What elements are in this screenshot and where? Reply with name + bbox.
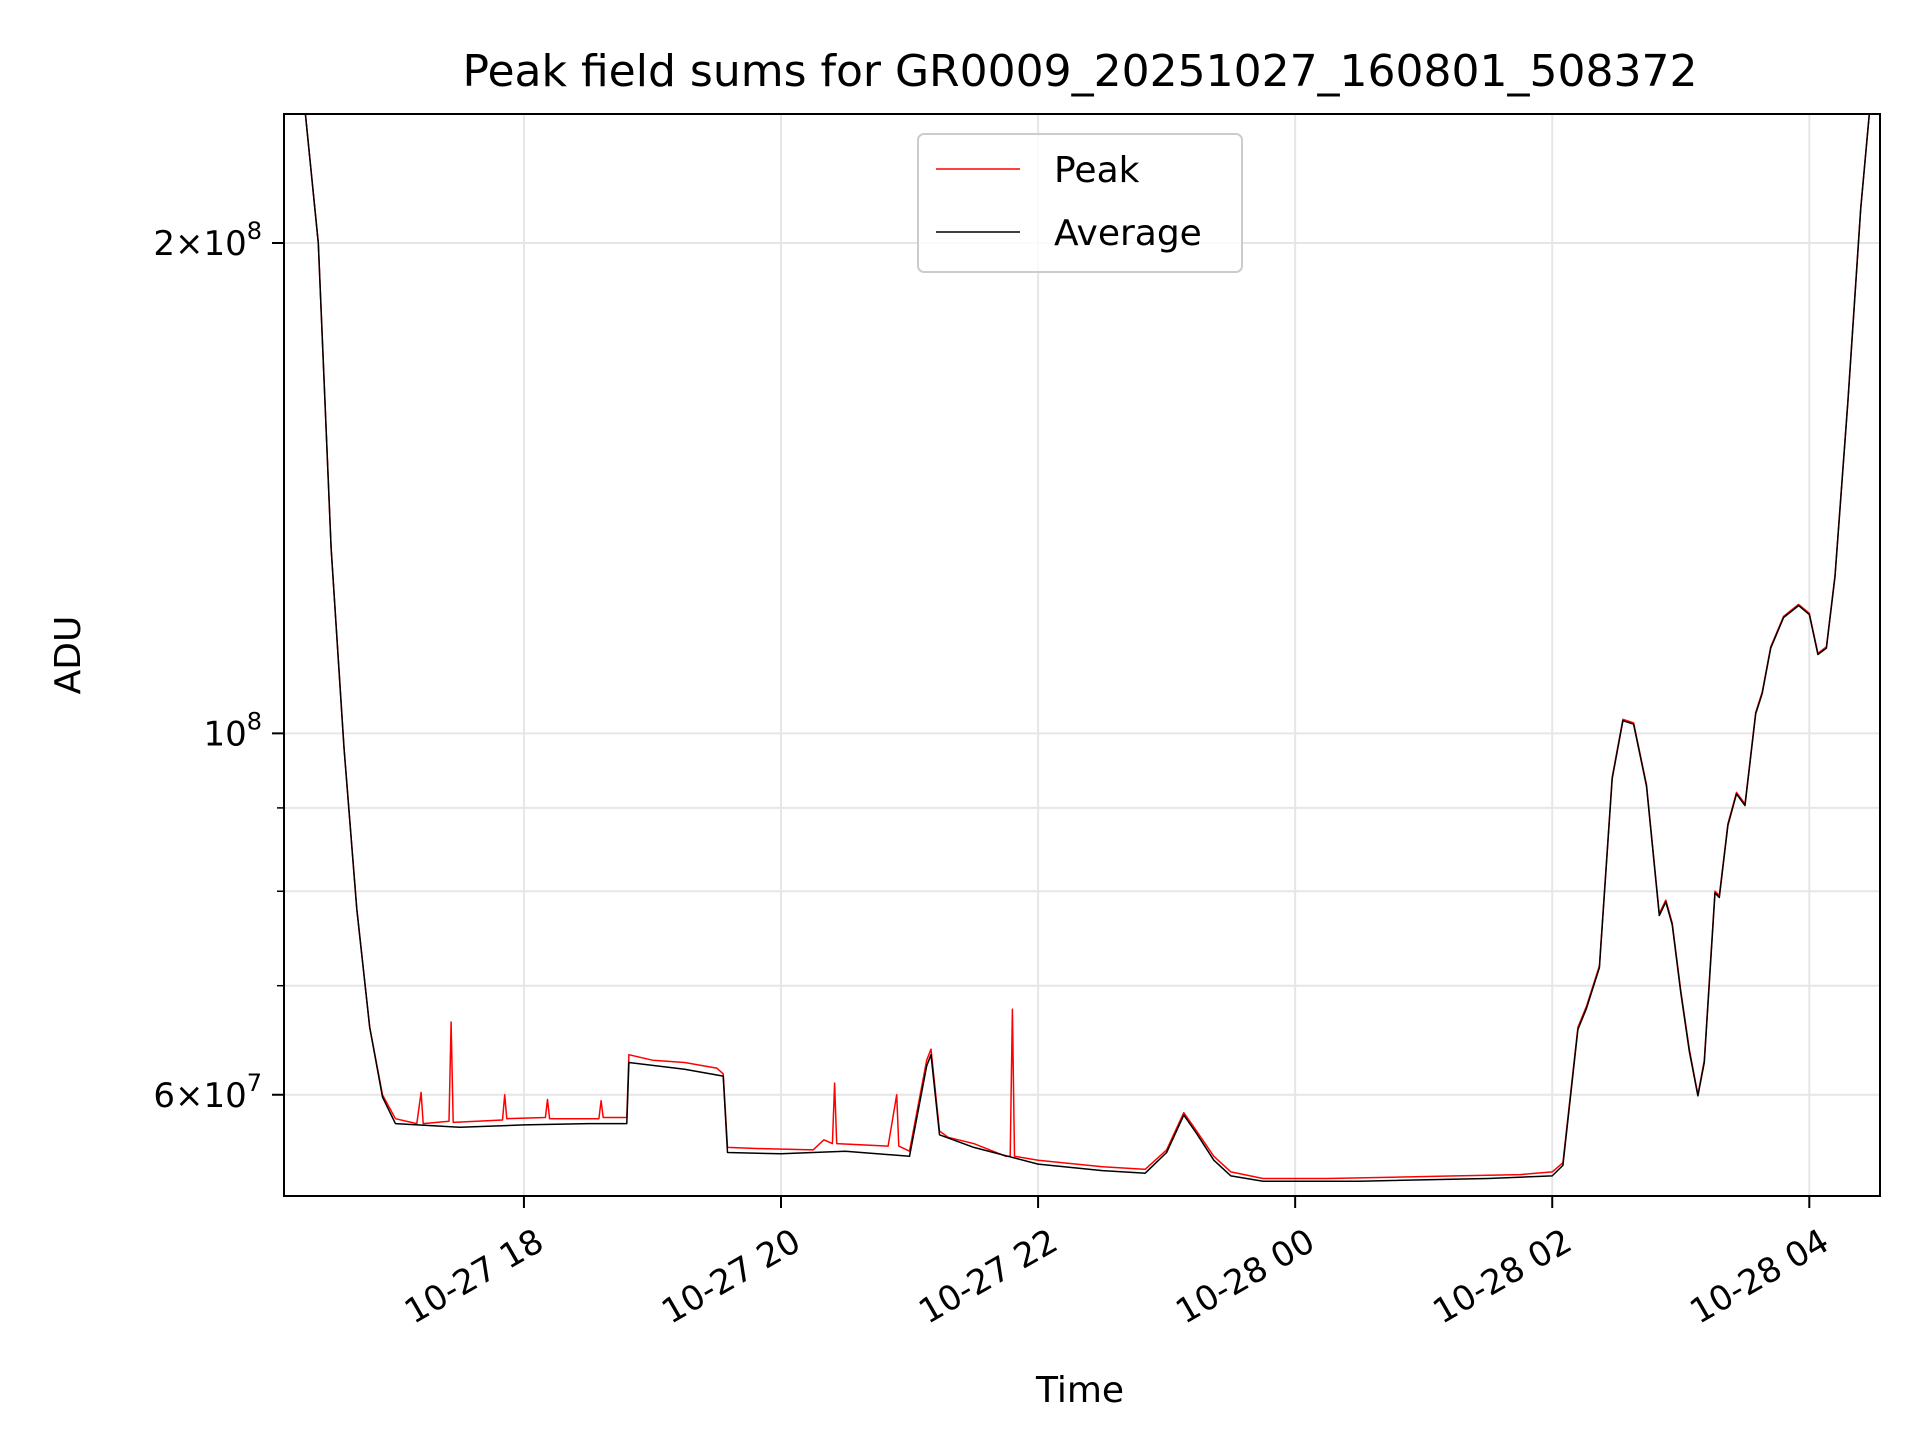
y-tick-label: 108 [203, 707, 262, 754]
series-line-average [284, 114, 1880, 1182]
y-tick-label: 6×107 [153, 1069, 262, 1116]
x-tick-label: 10-27 20 [655, 1221, 807, 1332]
x-tick-label: 10-27 22 [912, 1221, 1064, 1332]
series-layer [284, 114, 1880, 1182]
chart-title: Peak field sums for GR0009_20251027_1608… [463, 46, 1698, 97]
x-tick-label: 10-27 18 [398, 1221, 550, 1332]
plot-frame [283, 113, 1881, 1197]
x-tick-label: 10-28 00 [1169, 1221, 1321, 1332]
y-tick-label: 2×108 [153, 217, 262, 264]
x-axis-title: Time [1035, 1370, 1124, 1411]
axis-ticks: 10-27 18 10-27 20 10-27 22 10-28 00 10-28 02… [153, 217, 1835, 1332]
legend: Peak Average [917, 133, 1243, 273]
legend-label-average: Average [1054, 213, 1202, 254]
legend-label-peak: Peak [1054, 150, 1140, 191]
y-axis-title: ADU [48, 616, 89, 695]
x-tick-label: 10-28 04 [1683, 1221, 1835, 1332]
x-tick-label: 10-28 02 [1426, 1221, 1578, 1332]
grid-lines [284, 114, 1880, 1196]
